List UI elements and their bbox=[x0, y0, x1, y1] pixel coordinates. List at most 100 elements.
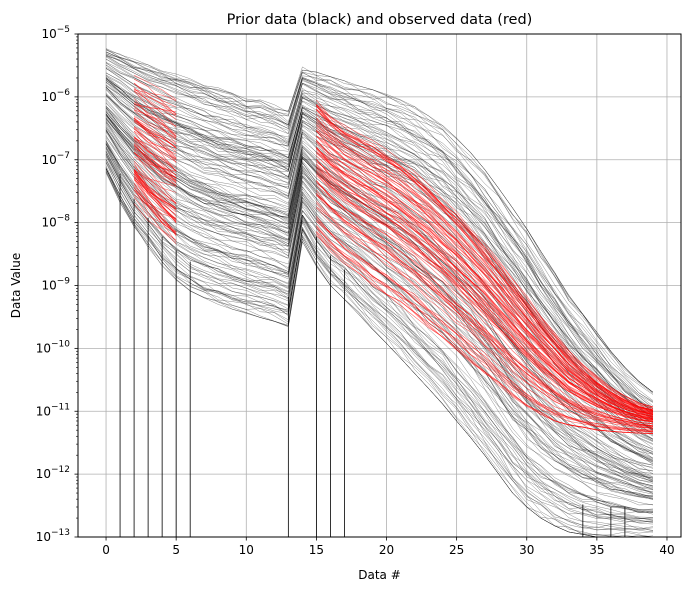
prior-data-series-line bbox=[105, 107, 654, 465]
prior-data-series-line bbox=[105, 114, 654, 483]
prior-data-series-line bbox=[105, 78, 654, 420]
observed-data-series-1-line bbox=[133, 160, 177, 205]
observed-data-series-2-line bbox=[316, 206, 654, 427]
prior-data-series-line bbox=[105, 53, 654, 394]
y-tick-label: 10−9 bbox=[41, 277, 70, 293]
observed-data-series-1-line bbox=[133, 173, 177, 216]
observed-data-series-1-line bbox=[133, 118, 177, 145]
observed-data-series-2-line bbox=[316, 147, 654, 416]
x-tick-label: 10 bbox=[239, 543, 254, 557]
chart-title: Prior data (black) and observed data (re… bbox=[227, 12, 533, 28]
observed-data-series-1-line bbox=[133, 75, 177, 101]
observed-data-series-1-line bbox=[133, 117, 177, 159]
prior-data-series-line bbox=[105, 62, 654, 416]
observed-data-series-1-line bbox=[133, 175, 177, 233]
observed-data-series-1-line bbox=[133, 182, 177, 235]
prior-data-series-line bbox=[105, 54, 654, 393]
prior-data-series-line bbox=[105, 64, 654, 426]
prior-data-series-line bbox=[105, 64, 654, 430]
prior-data-series-line bbox=[105, 80, 654, 442]
prior-data-series-line bbox=[105, 54, 654, 395]
prior-data-series-line bbox=[105, 142, 654, 495]
prior-data-series-line bbox=[105, 144, 653, 513]
observed-data-series-2-line bbox=[316, 173, 654, 420]
observed-data-series-1-line bbox=[134, 104, 177, 113]
observed-data-series-1-line bbox=[133, 165, 177, 187]
x-tick-label: 40 bbox=[659, 543, 674, 557]
prior-data-series-line bbox=[105, 79, 654, 425]
prior-data-series-line bbox=[105, 154, 654, 518]
prior-data-series-line bbox=[105, 77, 654, 412]
observed-data-series-1-line bbox=[133, 131, 177, 180]
x-axis-label: Data # bbox=[358, 568, 401, 582]
observed-data-series-2-line bbox=[316, 110, 654, 408]
prior-data-series-line bbox=[105, 168, 653, 538]
observed-data-series-2-line bbox=[316, 225, 653, 433]
observed-data-series-1-line bbox=[133, 137, 177, 163]
prior-data-series-line bbox=[105, 169, 654, 520]
prior-data-series-line bbox=[105, 95, 654, 455]
observed-data-series-2-line bbox=[316, 147, 654, 417]
observed-data-series-1-line bbox=[133, 78, 177, 115]
prior-data-series-line bbox=[105, 151, 654, 523]
prior-data-series-line bbox=[105, 114, 654, 463]
prior-data-series-line bbox=[105, 53, 654, 393]
observed-data-series-1-line bbox=[133, 152, 177, 186]
prior-data-series-line bbox=[105, 58, 654, 413]
prior-data-series-line bbox=[105, 48, 654, 410]
prior-data-series-line bbox=[105, 51, 654, 409]
y-tick-label: 10−12 bbox=[36, 465, 70, 481]
observed-data-series-1 bbox=[133, 75, 177, 245]
observed-data-series-2-line bbox=[316, 170, 654, 423]
observed-data-series-1-line bbox=[133, 172, 177, 203]
prior-data-series-line bbox=[105, 129, 654, 479]
observed-data-series-2 bbox=[316, 99, 654, 434]
observed-data-series-1-line bbox=[133, 130, 177, 155]
observed-data-series-2-line bbox=[316, 129, 654, 415]
x-tick-label: 20 bbox=[379, 543, 394, 557]
prior-data-series-line bbox=[105, 130, 654, 469]
prior-data-series-line bbox=[105, 121, 654, 479]
prior-data-series-line bbox=[105, 137, 654, 498]
observed-data-series-1-line bbox=[133, 145, 177, 186]
prior-data-series-line bbox=[105, 161, 654, 530]
observed-data-series-1-line bbox=[133, 171, 177, 223]
prior-data-series-line bbox=[105, 78, 654, 420]
observed-data-series-1-line bbox=[133, 83, 177, 108]
prior-data-series-line bbox=[105, 150, 654, 520]
y-tick-label: 10−7 bbox=[41, 151, 70, 167]
prior-data-series-line bbox=[105, 62, 654, 422]
prior-data-series-line bbox=[105, 168, 654, 532]
prior-data-series-line bbox=[105, 48, 654, 393]
observed-data-series-2-line bbox=[316, 125, 654, 410]
prior-data-series-line bbox=[105, 162, 654, 534]
observed-data-series-1-line bbox=[133, 128, 177, 160]
observed-data-series-2-line bbox=[316, 130, 654, 415]
x-tick-label: 5 bbox=[172, 543, 180, 557]
observed-data-series-2-line bbox=[316, 194, 654, 426]
prior-data-series-line bbox=[105, 55, 654, 409]
observed-data-series-2-line bbox=[316, 180, 654, 425]
observed-data-series-1-line bbox=[133, 152, 177, 172]
dropout-lines bbox=[119, 173, 626, 537]
observed-data-series-1-line bbox=[133, 179, 177, 235]
observed-data-series-1-line bbox=[133, 136, 177, 172]
observed-data-series-2-line bbox=[316, 217, 654, 432]
observed-data-series-1-line bbox=[133, 187, 177, 236]
observed-data-series-2-line bbox=[316, 127, 654, 413]
observed-data-series-2-line bbox=[316, 166, 654, 420]
x-tick-label: 25 bbox=[449, 543, 464, 557]
observed-data-series-2-line bbox=[316, 155, 654, 419]
prior-data-series-line bbox=[105, 156, 654, 533]
observed-data-series-2-line bbox=[316, 207, 654, 429]
prior-data-series-line bbox=[105, 152, 654, 514]
prior-data-series-line bbox=[105, 159, 654, 538]
observed-data-series-1-line bbox=[133, 138, 177, 171]
prior-data-series-line bbox=[105, 126, 654, 466]
prior-data-series-line bbox=[105, 161, 654, 513]
prior-data-series-line bbox=[105, 170, 653, 538]
observed-data-series-1-line bbox=[133, 87, 177, 128]
prior-data-series-line bbox=[105, 153, 654, 522]
prior-data-series-line bbox=[105, 102, 654, 463]
